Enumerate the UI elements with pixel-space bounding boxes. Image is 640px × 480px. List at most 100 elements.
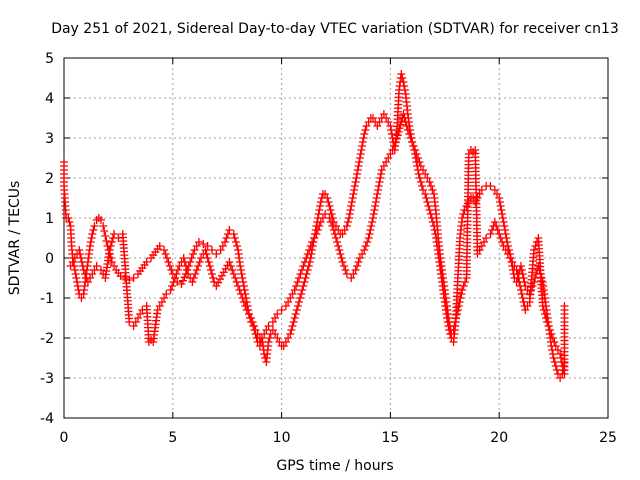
data-point bbox=[265, 334, 274, 342]
data-point bbox=[453, 306, 462, 314]
data-point bbox=[323, 194, 332, 202]
data-point bbox=[358, 138, 367, 146]
data-point bbox=[236, 290, 245, 298]
data-point bbox=[347, 202, 356, 210]
data-point bbox=[70, 266, 79, 274]
data-point bbox=[353, 170, 362, 178]
data-point bbox=[65, 218, 74, 226]
data-point bbox=[336, 250, 345, 258]
data-point bbox=[516, 282, 525, 290]
data-point bbox=[189, 250, 198, 258]
data-point bbox=[354, 162, 363, 170]
y-tick-label: 3 bbox=[45, 131, 54, 147]
data-point bbox=[194, 262, 203, 270]
plot-frame bbox=[63, 57, 609, 419]
data-point bbox=[496, 234, 505, 242]
data-point bbox=[458, 286, 467, 294]
data-point bbox=[205, 262, 214, 270]
data-point bbox=[325, 214, 334, 222]
data-point bbox=[72, 274, 81, 282]
data-point bbox=[343, 218, 352, 226]
data-point bbox=[543, 318, 552, 326]
data-point bbox=[374, 186, 383, 194]
data-point bbox=[238, 294, 247, 302]
data-point bbox=[107, 238, 116, 246]
data-point bbox=[100, 227, 109, 235]
data-point bbox=[155, 242, 164, 250]
data-point bbox=[212, 250, 221, 258]
data-point bbox=[354, 258, 363, 266]
data-point bbox=[417, 182, 426, 190]
data-point bbox=[425, 178, 434, 186]
y-tick-label: 2 bbox=[45, 171, 54, 187]
data-point bbox=[86, 242, 95, 250]
data-point bbox=[231, 238, 240, 246]
data-point bbox=[369, 210, 378, 218]
data-point bbox=[229, 270, 238, 278]
data-point bbox=[76, 250, 85, 258]
data-point bbox=[400, 82, 409, 90]
data-point bbox=[347, 198, 356, 206]
data-point bbox=[358, 142, 367, 150]
data-point bbox=[87, 234, 96, 242]
data-point bbox=[178, 276, 187, 285]
data-point bbox=[368, 218, 377, 226]
data-point bbox=[402, 122, 411, 130]
data-point bbox=[235, 286, 244, 294]
data-point bbox=[413, 154, 422, 162]
data-point bbox=[296, 270, 305, 278]
data-point bbox=[92, 262, 101, 270]
data-point bbox=[90, 222, 99, 230]
x-tick-label: 15 bbox=[381, 430, 399, 446]
data-point bbox=[202, 250, 211, 258]
data-point bbox=[365, 230, 374, 238]
data-point bbox=[461, 278, 470, 286]
data-point bbox=[290, 286, 299, 294]
data-point bbox=[550, 358, 559, 366]
data-point bbox=[232, 278, 241, 286]
data-point bbox=[396, 120, 405, 129]
data-point bbox=[295, 274, 304, 282]
data-point bbox=[501, 226, 510, 234]
data-point bbox=[386, 122, 395, 130]
data-point bbox=[424, 202, 433, 210]
data-point bbox=[370, 206, 379, 214]
data-point bbox=[368, 214, 377, 222]
data-point bbox=[225, 258, 234, 266]
data-point bbox=[512, 266, 521, 274]
data-point bbox=[164, 258, 173, 266]
data-point bbox=[339, 262, 348, 270]
data-point bbox=[376, 170, 385, 178]
data-point bbox=[360, 130, 369, 138]
y-tick-label: 4 bbox=[45, 91, 54, 107]
data-point bbox=[289, 318, 298, 326]
data-point bbox=[549, 354, 558, 362]
data-point bbox=[315, 206, 324, 214]
data-point bbox=[498, 214, 507, 222]
data-point bbox=[232, 242, 241, 250]
data-point bbox=[412, 150, 421, 158]
data-point bbox=[400, 114, 409, 122]
data-point bbox=[291, 310, 300, 318]
data-point bbox=[162, 254, 171, 262]
data-point bbox=[428, 186, 437, 194]
data-point bbox=[298, 286, 307, 294]
data-point bbox=[177, 280, 186, 288]
data-point bbox=[391, 138, 400, 147]
data-point bbox=[204, 258, 213, 266]
x-tick-label: 25 bbox=[599, 430, 617, 446]
data-point bbox=[297, 266, 306, 274]
data-point bbox=[86, 238, 95, 246]
data-point bbox=[299, 262, 308, 270]
data-point bbox=[350, 182, 359, 190]
data-point bbox=[346, 206, 355, 214]
data-point bbox=[376, 174, 385, 182]
data-point bbox=[371, 198, 380, 206]
data-point bbox=[342, 222, 351, 230]
data-point bbox=[102, 237, 111, 245]
data-point bbox=[400, 86, 409, 94]
data-point bbox=[332, 234, 340, 242]
data-point bbox=[221, 264, 230, 273]
data-point bbox=[517, 290, 526, 298]
